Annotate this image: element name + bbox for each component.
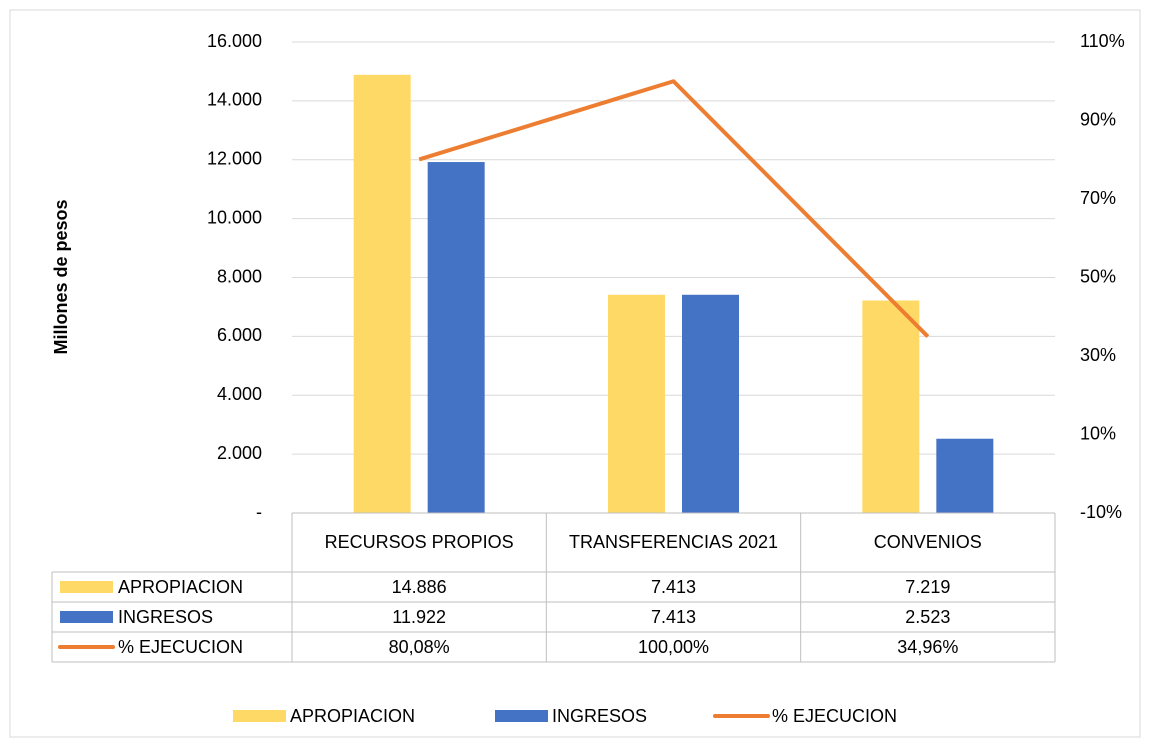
legend-key	[60, 581, 113, 593]
y-axis-title: Millones de pesos	[51, 199, 71, 354]
table-cell: 34,96%	[897, 637, 958, 657]
y-tick-label: 6.000	[217, 325, 262, 345]
y2-tick-label: 90%	[1080, 109, 1116, 129]
y-tick-label: 4.000	[217, 384, 262, 404]
x-tick-label: RECURSOS PROPIOS	[324, 532, 514, 552]
table-cell: 7.219	[905, 577, 950, 597]
table-cell: 14.886	[392, 577, 447, 597]
y2-tick-label: 50%	[1080, 266, 1116, 286]
y-tick-label: -	[256, 502, 262, 522]
table-row-label: % EJECUCION	[118, 637, 243, 657]
y2-tick-label: 10%	[1080, 423, 1116, 443]
line-series	[418, 79, 930, 338]
table-cell: 2.523	[905, 607, 950, 627]
legend-key	[60, 611, 113, 623]
bar	[682, 294, 739, 513]
y-tick-label: 10.000	[207, 207, 262, 227]
bar	[936, 438, 994, 513]
table-cell: 7.413	[651, 607, 696, 627]
table-row-label: INGRESOS	[118, 607, 213, 627]
legend-label: APROPIACION	[290, 706, 415, 726]
y-tick-label: 12.000	[207, 149, 262, 169]
legend-label: INGRESOS	[552, 706, 647, 726]
legend-label: % EJECUCION	[772, 706, 897, 726]
bar	[862, 300, 920, 513]
legend-key	[495, 710, 548, 722]
y2-tick-label: -10%	[1080, 502, 1122, 522]
chart-border	[9, 9, 1141, 738]
category-cell: CONVENIOS	[873, 532, 982, 552]
x-tick-label: CONVENIOS	[873, 532, 982, 552]
table-cell: 80,08%	[389, 637, 450, 657]
y-tick-label: 2.000	[217, 443, 262, 463]
bar	[608, 294, 665, 513]
y-tick-label: 14.000	[207, 90, 262, 110]
table-row-label: APROPIACION	[118, 577, 243, 597]
y-tick-label: 8.000	[217, 266, 262, 286]
y2-tick-label: 30%	[1080, 345, 1116, 365]
table-cell: 7.413	[651, 577, 696, 597]
table-cell: 100,00%	[638, 637, 709, 657]
y2-tick-label: 110%	[1080, 31, 1125, 51]
bar	[427, 162, 485, 513]
y2-tick-label: 70%	[1080, 188, 1116, 208]
category-cell: RECURSOS PROPIOS	[324, 532, 514, 552]
legend-key	[233, 710, 286, 722]
y-tick-label: 16.000	[207, 31, 262, 51]
category-cell: TRANSFERENCIAS 2021	[568, 532, 779, 552]
table-cell: 11.922	[392, 607, 446, 627]
bar	[353, 74, 411, 514]
x-tick-label: TRANSFERENCIAS 2021	[568, 532, 779, 552]
